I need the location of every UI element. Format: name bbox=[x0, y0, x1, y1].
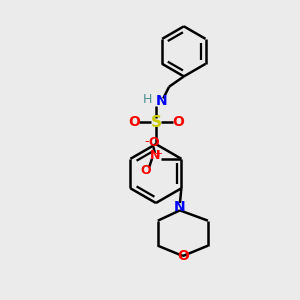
Text: O: O bbox=[172, 115, 184, 129]
Text: N: N bbox=[174, 200, 186, 214]
Text: -: - bbox=[145, 135, 149, 148]
Text: +: + bbox=[154, 148, 162, 158]
Text: O: O bbox=[141, 164, 152, 177]
Text: O: O bbox=[128, 115, 140, 129]
Text: O: O bbox=[177, 249, 189, 263]
Text: N: N bbox=[156, 94, 168, 108]
Text: H: H bbox=[142, 93, 152, 106]
Text: S: S bbox=[150, 115, 161, 130]
Text: N: N bbox=[150, 149, 160, 162]
Text: O: O bbox=[148, 136, 159, 149]
